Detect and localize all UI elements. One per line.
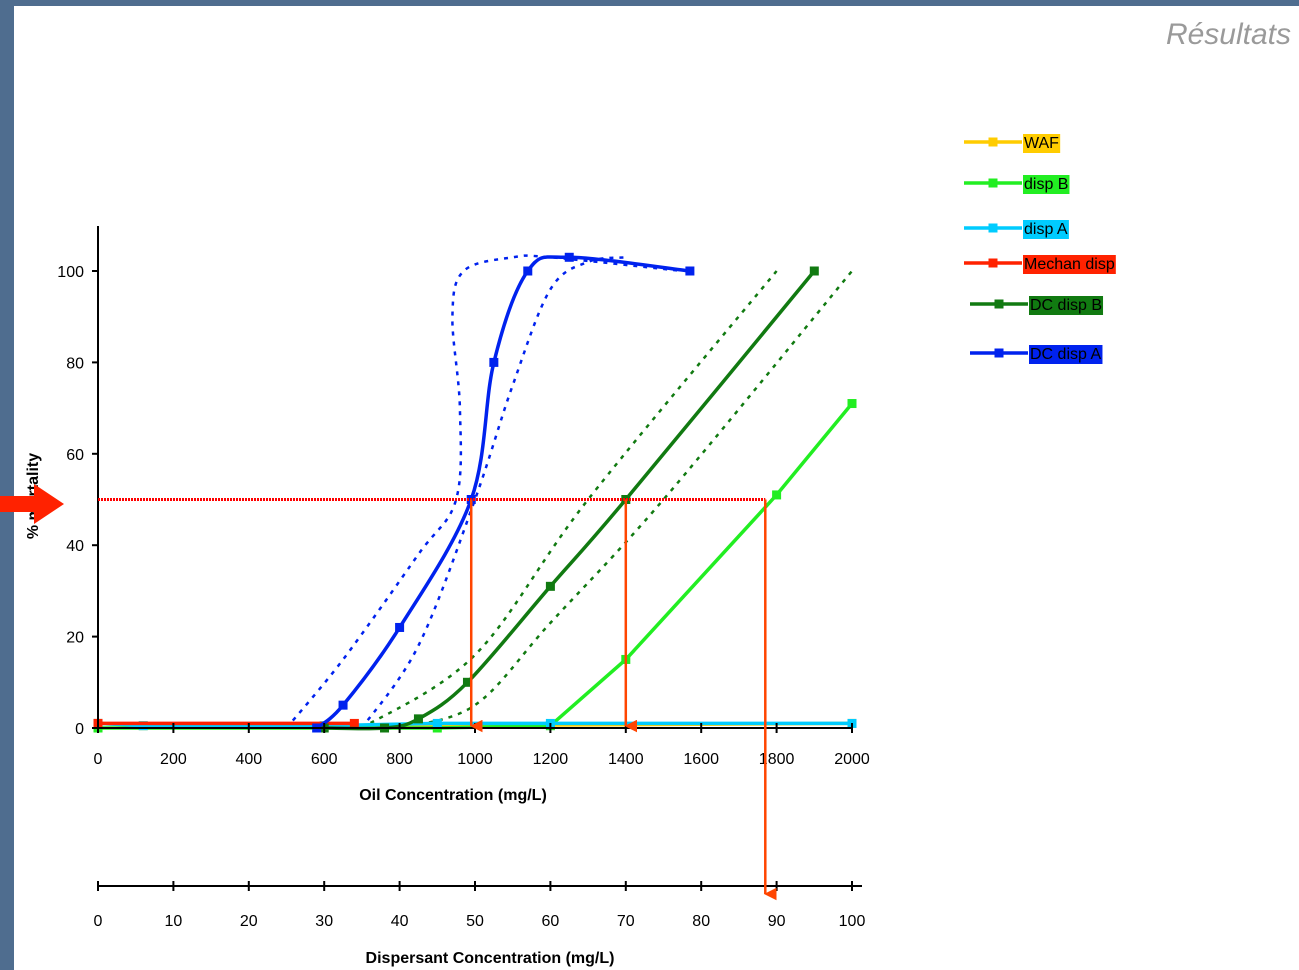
x-tick-label: 1600	[683, 751, 719, 768]
x2-axis-label: Dispersant Concentration (mg/L)	[366, 950, 615, 967]
legend-swatch-marker	[994, 348, 1004, 358]
axes: 0 200 400 600 800 1000 1200 1400 1600 1800 2000020…	[57, 226, 870, 930]
y-tick-label: 60	[66, 447, 84, 464]
x2-tick-label: 80	[692, 913, 710, 930]
data-point	[685, 266, 695, 276]
lc50-guides	[98, 498, 777, 901]
x2-tick-label: 70	[617, 913, 635, 930]
confidence-band-upper	[285, 254, 683, 729]
data-point	[395, 622, 405, 632]
legend-swatch-marker	[988, 137, 998, 147]
legend-swatch-marker	[994, 299, 1004, 309]
legend-label: disp B	[1024, 176, 1068, 193]
series-lines	[93, 252, 857, 733]
data-point	[772, 490, 782, 500]
x-tick-label: 1400	[608, 751, 644, 768]
x-tick-label: 0	[94, 751, 103, 768]
data-point	[545, 581, 555, 591]
y-tick-label: 20	[66, 630, 84, 647]
legend-label: DC disp B	[1030, 297, 1102, 314]
slide-title: Résultats	[1165, 18, 1291, 51]
y-tick-label: 100	[57, 264, 84, 281]
data-point	[349, 718, 359, 728]
x-tick-label: 1800	[759, 751, 795, 768]
x2-tick-label: 90	[768, 913, 786, 930]
y-tick-label: 0	[75, 721, 84, 738]
x-axis-label: Oil Concentration (mg/L)	[359, 787, 547, 804]
legend-label: Mechan disp	[1024, 256, 1115, 273]
data-point	[462, 677, 472, 687]
data-point	[564, 252, 574, 262]
legend-label-bg	[1023, 220, 1069, 239]
x2-tick-label: 60	[542, 913, 560, 930]
series-line	[98, 402, 854, 730]
mortality-50-arrow-icon	[0, 484, 64, 524]
confidence-band-lower	[360, 256, 626, 729]
y-tick-label: 40	[66, 538, 84, 555]
legend-swatch-marker	[988, 223, 998, 233]
y-tick-label: 80	[66, 355, 84, 372]
legend-label: WAF	[1024, 135, 1059, 152]
x2-tick-label: 30	[315, 913, 333, 930]
x-tick-label: 400	[235, 751, 262, 768]
data-point	[809, 266, 819, 276]
legend-label-bg	[1029, 296, 1104, 315]
x2-tick-label: 10	[165, 913, 183, 930]
legend-label: disp A	[1024, 221, 1068, 238]
confidence-band-lower	[399, 270, 853, 730]
confidence-band-upper	[361, 270, 778, 730]
data-point	[489, 357, 499, 367]
series-line	[315, 255, 691, 730]
confidence-bands	[285, 254, 853, 730]
x2-tick-label: 100	[839, 913, 866, 930]
legend-label-bg	[1023, 175, 1070, 194]
legend-swatch-marker	[988, 258, 998, 268]
legend-label-bg	[1023, 134, 1061, 153]
x2-tick-label: 0	[94, 913, 103, 930]
legend: WAF disp B disp A Mechan disp DC disp B DC di…	[964, 134, 1116, 364]
slide: Résultats 0 200 400 600 800 1000 1200 1400 1600 1…	[14, 6, 1299, 970]
data-point	[413, 714, 423, 724]
x2-tick-label: 40	[391, 913, 409, 930]
x-tick-label: 200	[160, 751, 187, 768]
legend-label-bg	[1029, 345, 1103, 364]
mortality-chart: 0 200 400 600 800 1000 1200 1400 1600 1800 2000020…	[25, 134, 1116, 967]
data-point	[432, 718, 442, 728]
x-tick-label: 1200	[533, 751, 569, 768]
x-tick-label: 1000	[457, 751, 493, 768]
data-point	[338, 700, 348, 710]
data-point	[847, 399, 857, 409]
legend-label-bg	[1023, 255, 1116, 274]
x-tick-label: 600	[311, 751, 338, 768]
legend-swatch-marker	[988, 178, 998, 188]
x-tick-label: 2000	[834, 751, 870, 768]
x2-tick-label: 20	[240, 913, 258, 930]
legend-label: DC disp A	[1030, 346, 1101, 363]
x-tick-label: 800	[386, 751, 413, 768]
data-point	[523, 266, 533, 276]
x2-tick-label: 50	[466, 913, 484, 930]
data-point	[138, 721, 148, 731]
